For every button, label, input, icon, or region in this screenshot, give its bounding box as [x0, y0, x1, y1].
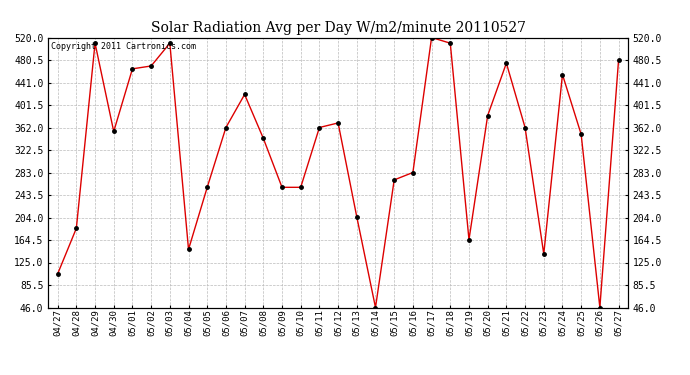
Title: Solar Radiation Avg per Day W/m2/minute 20110527: Solar Radiation Avg per Day W/m2/minute … — [150, 21, 526, 35]
Text: Copyright 2011 Cartronics.com: Copyright 2011 Cartronics.com — [51, 42, 196, 51]
